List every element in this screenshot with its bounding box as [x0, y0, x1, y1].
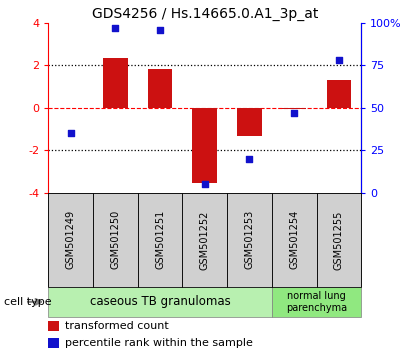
Bar — [237, 108, 262, 136]
Title: GDS4256 / Hs.14665.0.A1_3p_at: GDS4256 / Hs.14665.0.A1_3p_at — [92, 7, 318, 21]
Point — [157, 27, 163, 33]
Point — [112, 25, 119, 31]
Point — [202, 182, 208, 187]
Bar — [103, 58, 128, 108]
Text: normal lung
parenchyma: normal lung parenchyma — [286, 291, 347, 313]
Text: GSM501249: GSM501249 — [66, 210, 76, 269]
Point — [246, 156, 253, 162]
Bar — [192, 108, 217, 183]
Text: GSM501251: GSM501251 — [155, 210, 165, 269]
Point — [291, 110, 297, 116]
Text: transformed count: transformed count — [65, 321, 169, 331]
Text: GSM501252: GSM501252 — [200, 210, 210, 269]
Point — [336, 58, 342, 63]
Bar — [282, 108, 307, 109]
Point — [67, 131, 74, 136]
Text: cell type: cell type — [4, 297, 52, 307]
Text: GSM501254: GSM501254 — [289, 210, 299, 269]
Text: percentile rank within the sample: percentile rank within the sample — [65, 338, 253, 348]
Text: GSM501253: GSM501253 — [244, 210, 255, 269]
Text: GSM501255: GSM501255 — [334, 210, 344, 269]
Bar — [148, 69, 172, 108]
Text: GSM501250: GSM501250 — [110, 210, 121, 269]
Bar — [327, 80, 351, 108]
Text: caseous TB granulomas: caseous TB granulomas — [90, 295, 231, 308]
